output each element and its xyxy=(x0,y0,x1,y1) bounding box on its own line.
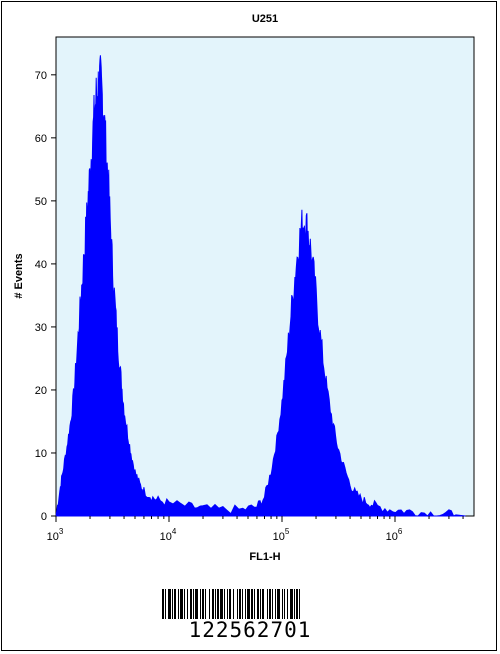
barcode-bar xyxy=(262,589,264,619)
barcode-bar xyxy=(162,589,164,619)
barcode-bar xyxy=(205,589,206,619)
barcode-bar xyxy=(184,589,185,619)
y-tick-label: 40 xyxy=(35,259,47,271)
x-tick-label: 105 xyxy=(273,527,290,543)
barcode-bar xyxy=(284,589,285,619)
x-tick-label: 103 xyxy=(47,527,64,543)
barcode-image xyxy=(162,589,300,619)
barcode-bar xyxy=(227,589,228,619)
y-tick-label: 50 xyxy=(35,196,47,208)
barcode-bar xyxy=(215,589,216,619)
barcode-bar xyxy=(220,589,223,619)
barcode-bar xyxy=(200,589,201,619)
x-axis: 103 104 105 106 xyxy=(47,516,464,543)
barcode-bar xyxy=(260,589,261,619)
barcode-number: 122562701 xyxy=(188,618,312,642)
barcode-bar xyxy=(269,589,271,619)
barcode-bar xyxy=(237,589,238,619)
barcode-bar xyxy=(168,589,171,619)
y-tick-label: 70 xyxy=(35,70,47,82)
barcode-bar xyxy=(272,589,273,619)
barcode-bar xyxy=(187,589,188,619)
barcode-bar xyxy=(296,589,298,619)
y-axis: 0 10 20 30 40 50 60 70 xyxy=(35,70,56,523)
y-tick-label: 20 xyxy=(35,385,47,397)
x-tick-label: 106 xyxy=(386,527,403,543)
barcode-bar xyxy=(233,589,234,619)
barcode-bar xyxy=(251,589,253,619)
y-tick-label: 60 xyxy=(35,133,47,145)
barcode-bar xyxy=(193,589,194,619)
y-tick-label: 0 xyxy=(41,511,47,523)
barcode-bar xyxy=(247,589,250,619)
barcode-bar xyxy=(180,589,183,619)
x-axis-title: FL1-H xyxy=(249,551,280,563)
barcode-bar xyxy=(190,589,192,619)
barcode-bar xyxy=(217,589,219,619)
barcode-bar xyxy=(275,589,276,619)
barcode-bar xyxy=(290,589,293,619)
barcode-bar xyxy=(254,589,255,619)
barcode-bar xyxy=(178,589,179,619)
barcode-bar xyxy=(229,589,231,619)
barcode-bar xyxy=(277,589,280,619)
barcode-bar xyxy=(172,589,173,619)
barcode-bar xyxy=(257,589,259,619)
y-tick-label: 10 xyxy=(35,448,47,460)
barcode-bar xyxy=(224,589,225,619)
x-tick-label: 104 xyxy=(160,527,177,543)
barcode-bar xyxy=(195,589,198,619)
barcode-bar xyxy=(174,589,176,619)
barcode-bar xyxy=(267,589,268,619)
barcode-bar xyxy=(245,589,246,619)
barcode-bar xyxy=(287,589,288,619)
barcode-bar xyxy=(299,589,300,619)
barcode-bar xyxy=(212,589,214,619)
barcode-bar xyxy=(209,589,210,619)
y-tick-label: 30 xyxy=(35,322,47,334)
barcode-bar xyxy=(294,589,295,619)
barcode-bar xyxy=(242,589,243,619)
y-axis-title: # Events xyxy=(13,253,25,298)
histogram-fill xyxy=(55,55,466,517)
barcode-bar xyxy=(282,589,283,619)
barcode-bar xyxy=(239,589,241,619)
barcode-bar xyxy=(202,589,204,619)
barcode-bar xyxy=(165,589,166,619)
chart-title: U251 xyxy=(252,13,278,25)
